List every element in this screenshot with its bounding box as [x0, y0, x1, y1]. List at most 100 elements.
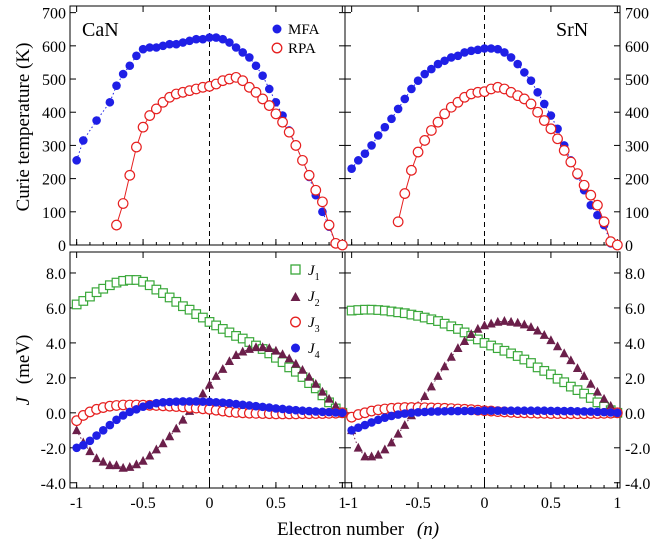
data-point-mfa	[178, 38, 188, 47]
data-point-j2	[145, 450, 155, 460]
data-point-rpa	[237, 75, 249, 87]
data-point-j4	[486, 406, 496, 416]
legend-j: J1 J2 J3 J4	[290, 263, 320, 361]
y-tick-label: 200	[42, 172, 66, 189]
data-point-j4	[72, 443, 81, 453]
x-tick-label: 0	[480, 495, 488, 512]
data-point-mfa	[407, 84, 416, 94]
data-point-j2	[493, 316, 503, 326]
data-point-j4	[258, 402, 267, 412]
data-point-j4	[520, 406, 529, 416]
data-point-rpa	[336, 239, 348, 251]
data-point-j4	[599, 407, 609, 417]
data-point-mfa	[198, 34, 208, 44]
legend-j3-label: J3	[308, 315, 320, 335]
data-point-j4	[145, 400, 155, 410]
data-point-j4	[460, 406, 469, 416]
data-point-j2	[552, 341, 563, 351]
y-tick-label: 8.0	[46, 266, 66, 283]
data-point-mfa	[105, 97, 115, 107]
data-point-mfa	[480, 44, 489, 53]
data-point-j2	[131, 459, 142, 469]
data-point-j2	[204, 379, 215, 389]
data-point-j4	[380, 413, 390, 423]
data-point-j2	[271, 345, 281, 355]
data-point-j4	[271, 404, 281, 413]
x-tick-label: 0.5	[541, 495, 561, 512]
data-point-j2	[499, 316, 510, 325]
data-point-mfa	[171, 39, 181, 49]
data-point-rpa	[432, 116, 444, 128]
y-tick-label: 4.0	[625, 336, 645, 353]
data-point-j4	[304, 406, 314, 416]
data-point-j4	[125, 407, 135, 417]
y-tick-label: 300	[625, 138, 649, 155]
y-tick-label: 0.0	[625, 406, 645, 423]
data-point-j4	[393, 410, 403, 419]
data-point-j4	[311, 407, 321, 416]
legend-mfa-marker	[272, 24, 282, 34]
data-point-rpa	[525, 98, 537, 110]
data-point-j4	[318, 407, 327, 417]
data-point-j4	[205, 397, 214, 407]
data-point-j2	[373, 449, 383, 459]
data-point-rpa	[392, 216, 404, 228]
data-point-j4	[331, 408, 341, 417]
data-point-mfa	[347, 164, 356, 173]
data-point-j2	[426, 381, 436, 391]
x-tick-label: -1	[70, 495, 83, 512]
data-point-j2	[446, 351, 456, 361]
data-point-j4	[506, 406, 516, 416]
data-point-rpa	[558, 144, 570, 156]
data-point-j2	[165, 431, 175, 441]
data-point-rpa	[310, 184, 322, 196]
data-point-mfa	[513, 59, 523, 69]
data-point-j2	[211, 371, 221, 380]
data-point-j2	[366, 451, 377, 461]
data-point-j2	[178, 414, 188, 424]
data-point-mfa	[539, 99, 549, 109]
plot-frame	[344, 5, 621, 246]
data-point-j2	[151, 444, 161, 454]
data-point-rpa	[406, 164, 417, 176]
data-point-j2	[566, 355, 576, 365]
data-point-mfa	[78, 136, 88, 145]
data-point-mfa	[145, 43, 155, 52]
y-tick-label: -4.0	[41, 476, 66, 493]
data-point-mfa	[138, 44, 148, 54]
data-point-j2	[258, 342, 268, 352]
x-tick-label: -0.5	[130, 495, 155, 512]
data-point-rpa	[552, 133, 563, 145]
data-point-j2	[453, 343, 463, 352]
data-point-j4	[264, 403, 274, 412]
data-point-mfa	[238, 48, 248, 57]
data-point-j2	[224, 356, 235, 366]
data-point-mfa	[205, 33, 214, 42]
data-point-j2	[393, 428, 403, 438]
legend-mfa-label: MFA	[288, 22, 320, 38]
data-point-j2	[586, 378, 596, 388]
data-point-rpa	[150, 103, 162, 115]
x-axis-title: Electron number (n)	[277, 519, 439, 540]
data-point-mfa	[258, 71, 267, 81]
data-point-j4	[433, 407, 443, 416]
data-point-j2	[479, 320, 490, 330]
x-tick-label: 1	[338, 495, 346, 512]
data-point-mfa	[245, 53, 254, 62]
x-tick-label: -0.5	[405, 495, 430, 512]
data-point-j4	[105, 420, 115, 430]
data-point-j4	[440, 406, 449, 416]
y-tick-label: 0.0	[46, 406, 66, 423]
data-point-mfa	[360, 149, 370, 159]
data-point-j4	[413, 408, 423, 417]
data-point-rpa	[137, 121, 149, 133]
data-point-mfa	[185, 36, 194, 46]
data-point-j4	[553, 406, 562, 416]
legend-j3-marker	[290, 316, 301, 328]
data-point-rpa	[598, 216, 610, 228]
data-point-mfa	[446, 53, 456, 62]
data-point-j4	[138, 402, 148, 412]
data-point-j4	[427, 407, 436, 416]
data-point-j2	[72, 425, 82, 435]
data-point-j4	[373, 415, 383, 425]
